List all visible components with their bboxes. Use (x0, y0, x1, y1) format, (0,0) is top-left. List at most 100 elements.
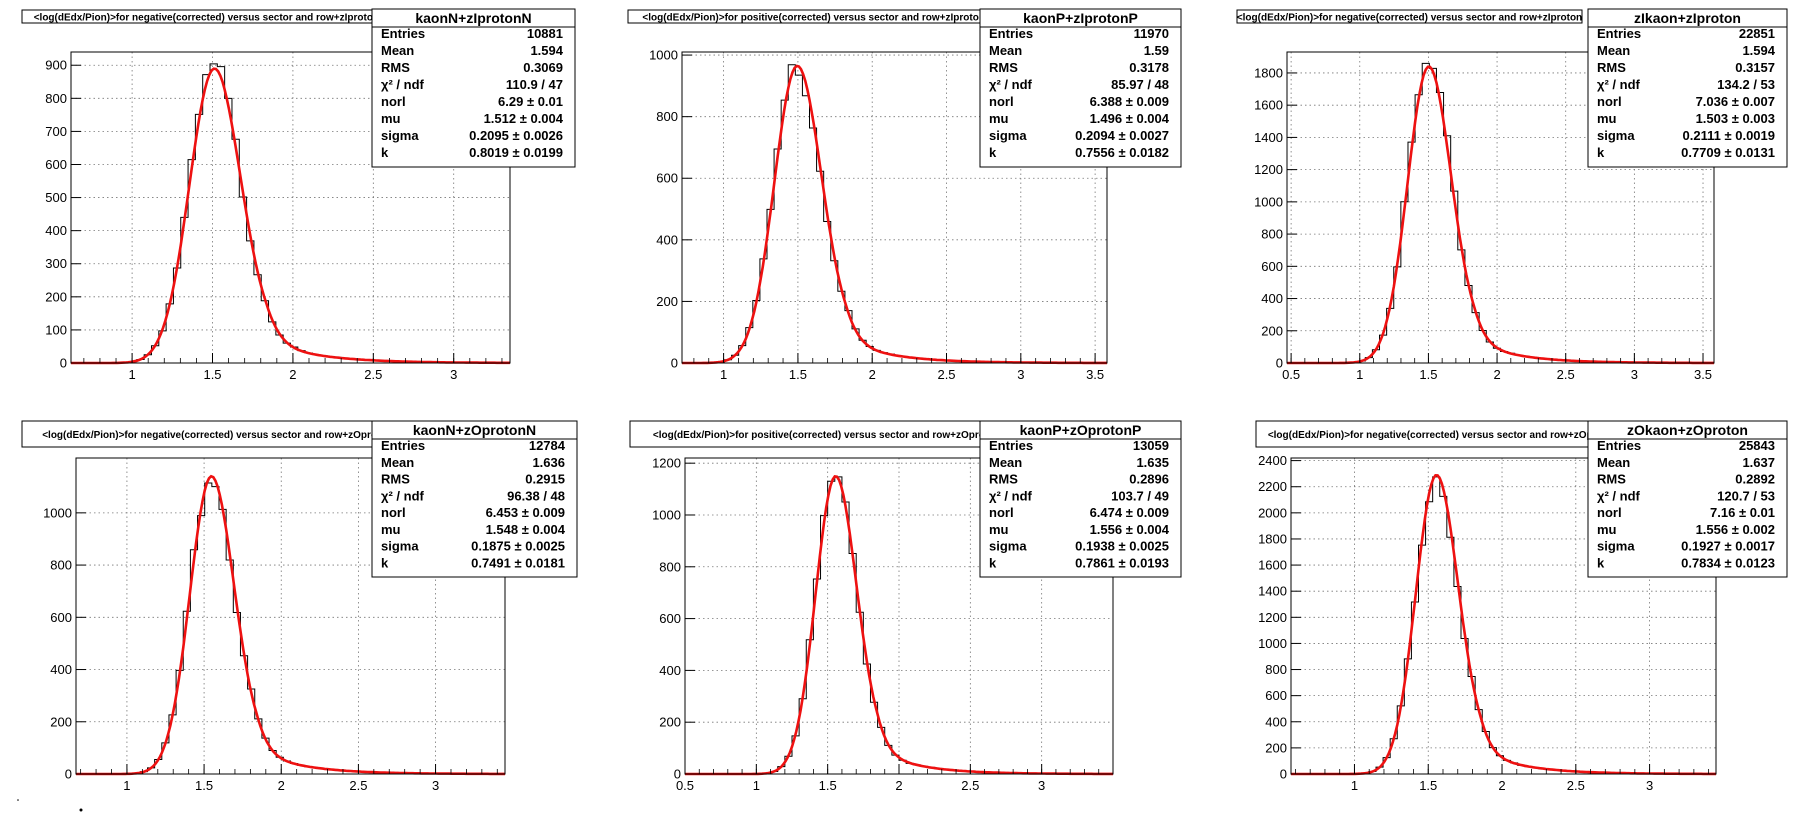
x-tick-label: 2.5 (1567, 778, 1585, 793)
panel-3: 0.5 1 1.5 2 2.5 3 3.5 0 200 400 600 800 1000 1200 1400… (1236, 8, 1788, 382)
y-tick-label: 0 (1276, 356, 1283, 371)
stats-label: sigma (1597, 539, 1635, 554)
y-tick-label: 300 (45, 256, 67, 271)
stats-value: 0.7491 ± 0.0181 (471, 555, 565, 570)
y-tick-label: 700 (45, 124, 67, 139)
stats-label: k (381, 555, 389, 570)
stats-label: χ² / ndf (381, 488, 425, 503)
stats-value: 1.548 ± 0.004 (486, 522, 566, 537)
stats-label: k (1597, 145, 1605, 160)
stats-label: sigma (1597, 128, 1635, 143)
stats-label: Mean (381, 455, 414, 470)
stats-value: 0.7556 ± 0.0182 (1075, 145, 1169, 160)
stats-value: 0.7834 ± 0.0123 (1681, 555, 1775, 570)
x-tick-label: 2 (1493, 367, 1500, 382)
stats-label: k (989, 145, 997, 160)
plot-frame (1286, 51, 1715, 364)
x-tick-label: 2.5 (937, 367, 955, 382)
y-tick-label: 2400 (1258, 453, 1287, 468)
stats-label: sigma (989, 128, 1027, 143)
y-tick-label: 1800 (1258, 531, 1287, 546)
y-tick-label: 1600 (1258, 558, 1287, 573)
stats-label: χ² / ndf (1597, 77, 1641, 92)
y-tick-label: 400 (45, 223, 67, 238)
stats-value: 6.453 ± 0.009 (486, 505, 565, 520)
stats-value: 103.7 / 49 (1111, 488, 1169, 503)
panel-5: 0.5 1 1.5 2 2.5 3 0 200 400 600 800 1000 1200 <log(dE… (629, 420, 1182, 793)
stats-name: zIkaon+zIproton (1634, 10, 1741, 26)
stats-label: norl (381, 505, 406, 520)
y-tick-label: 400 (1261, 291, 1283, 306)
stats-label: k (1597, 555, 1605, 570)
y-tick-label: 1000 (649, 48, 678, 63)
x-tick-label: 2.5 (961, 778, 979, 793)
stats-name: kaonN+zOprotonN (413, 422, 536, 438)
chart-title: <log(dEdx/Pion)>for negative(corrected) … (42, 430, 400, 441)
y-tick-label: 600 (50, 610, 72, 625)
stats-box (1587, 8, 1788, 168)
panel-1: 1 1.5 2 2.5 3 0 100 200 300 400 500 600 700 800 900 <lo… (21, 8, 576, 382)
stats-label: RMS (989, 472, 1018, 487)
y-tick-label: 0 (65, 767, 72, 782)
x-tick-label: 3 (432, 778, 439, 793)
y-tick-label: 1000 (1254, 194, 1283, 209)
title-box (629, 420, 1031, 448)
stats-label: Entries (1597, 438, 1641, 453)
stats-value: 0.2095 ± 0.0026 (469, 128, 563, 143)
y-tick-label: 0 (671, 356, 678, 371)
chart-title: <log(dEdx/Pion)>for negative(corrected) … (34, 13, 387, 24)
y-tick-label: 800 (45, 91, 67, 106)
stats-value: 1.503 ± 0.003 (1696, 111, 1775, 126)
stats-label: mu (989, 522, 1009, 537)
y-tick-label: 600 (659, 611, 681, 626)
stats-value: 134.2 / 53 (1717, 77, 1775, 92)
stats-label: Mean (381, 43, 414, 58)
stats-name: kaonP+zIprotonP (1023, 10, 1138, 26)
stats-label: Entries (381, 26, 425, 41)
stats-value: 0.1875 ± 0.0025 (471, 539, 565, 554)
stats-value: 96.38 / 48 (507, 488, 565, 503)
stats-value: 13059 (1133, 438, 1169, 453)
title-box (1236, 9, 1583, 24)
stats-value: 6.474 ± 0.009 (1090, 505, 1169, 520)
x-tick-label: 2.5 (1557, 367, 1575, 382)
y-tick-label: 800 (1261, 227, 1283, 242)
stats-label: χ² / ndf (989, 77, 1033, 92)
y-tick-label: 2200 (1258, 479, 1287, 494)
y-tick-label: 400 (659, 663, 681, 678)
stats-label: sigma (381, 128, 419, 143)
x-tick-label: 3 (1646, 778, 1653, 793)
stats-label: mu (1597, 111, 1617, 126)
y-tick-label: 1200 (1258, 610, 1287, 625)
stats-label: Entries (1597, 26, 1641, 41)
y-tick-label: 1000 (43, 505, 72, 520)
stats-label: norl (1597, 505, 1622, 520)
y-tick-label: 200 (1265, 740, 1287, 755)
x-tick-label: 1.5 (789, 367, 807, 382)
x-tick-label: 3 (450, 367, 457, 382)
y-tick-label: 900 (45, 58, 67, 73)
y-tick-label: 0 (1280, 767, 1287, 782)
fit-curve (71, 67, 510, 365)
stats-value: 0.1927 ± 0.0017 (1681, 539, 1775, 554)
x-tick-label: 2 (869, 367, 876, 382)
stats-value: 1.512 ± 0.004 (484, 111, 564, 126)
y-tick-label: 200 (659, 715, 681, 730)
y-tick-label: 1200 (652, 456, 681, 471)
title-box (1255, 420, 1631, 448)
stats-label: norl (381, 94, 406, 109)
stats-label: mu (1597, 522, 1617, 537)
y-tick-label: 1000 (1258, 636, 1287, 651)
stats-value: 0.3157 (1735, 60, 1775, 75)
y-tick-label: 600 (1265, 688, 1287, 703)
stats-name: kaonP+zOprotonP (1020, 422, 1142, 438)
stats-value: 120.7 / 53 (1717, 488, 1775, 503)
plot-frame (75, 457, 506, 775)
x-tick-label: 1 (753, 778, 760, 793)
y-tick-label: 2000 (1258, 505, 1287, 520)
grid (76, 458, 505, 774)
stats-box (979, 8, 1182, 168)
stats-label: Mean (989, 455, 1022, 470)
x-tick-label: 3 (1038, 778, 1045, 793)
